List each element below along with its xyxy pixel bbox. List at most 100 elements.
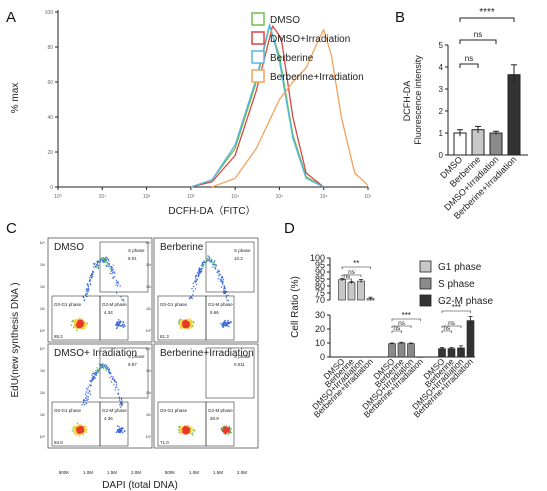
panel-b-sig-bracket-2 [459,17,515,22]
panel-d-legend: G1 phase S phase G2-M phase [419,260,493,307]
panel-c-gate-g2-value-3: 26.9 [210,416,219,421]
panel-d-bar-0-0 [338,279,346,301]
panel-d-sig-bracket-1-0 [391,330,402,333]
panel-c-gate-g1-value-1: 81.3 [160,334,169,339]
panel-c-gate-g1-label-3: G0-G1 phase [160,408,188,413]
panel-c-gate-g2-3 [205,401,235,447]
panel-d-bar-1-2 [407,343,415,358]
panel-c-y-tick-label: 10¹ [40,307,46,311]
panel-d-sig-label-1-1: ns [398,320,406,327]
panel-c-dots-1 [177,255,232,330]
panel-d-x-labels: DMSOBerberineDMSO+IrradiationBerberine+I… [310,356,475,420]
panel-c-gate-g1-label-0: G0-G1 phase [54,302,82,307]
panel-d-y-tick-label: 70 [315,295,325,305]
panel-c-gate-g2-label-3: G2-M phase [208,408,233,413]
panel-b-y-tick-label: 5 [439,41,444,50]
panel-a-x-tick-label: 10⁴ [231,194,239,200]
panel-c-y-tick-label: 10⁰ [40,329,46,333]
panel-c-gate-s-value-1: 10.2 [234,256,243,261]
panel-b-bar-chart: 0 1 2 3 4 5 ns ns **** DMSOBerberineDMSO+Irradi… [402,7,528,221]
panel-b-y-tick-label: 0 [439,151,444,160]
panel-c-y-tick-label: 10¹ [146,413,152,417]
panel-c-y-tick-label: 10² [40,391,46,395]
panel-d-sig-bracket-0-2 [341,266,371,269]
panel-b-sig-label-0: ns [465,54,473,63]
panel-c-x-tick-label: 1.5M [213,470,223,475]
panel-c-x-tick-label: 2.0M [237,470,247,475]
panel-b-bar-1 [471,129,485,156]
panel-d-bar-0-1 [347,282,356,301]
panel-c-gate-s-label-1: S phase [234,248,251,253]
panel-c-subplot-1: 10⁰ 10¹ 10² 10³ 10⁴ Berberine S phase 10.2 G0-G1… [146,237,259,343]
panel-c-dots-2 [71,363,126,437]
panel-c-subplot-title-0: DMSO [54,242,84,253]
panel-b-bar-3 [507,74,521,156]
panel-d-sig-bracket-0-0 [341,278,352,281]
panel-c-gate-g1-value-2: 83.6 [54,440,63,445]
panel-b-y-axis-label-line2: Fluorescence intensity [413,55,423,145]
panel-c-x-ticks: 500K 1.0M 1.5M 2.0M 500K 1.0M 1.5M 2.0M [59,470,248,475]
panel-c-y-tick-label: 10² [40,285,46,289]
panel-d-y-axis-label: Cell Ratio (%) [290,276,301,338]
panel-c-x-tick-label: 2.0M [131,470,141,475]
panel-a-x-axis-label: DCFH-DA（FITC） [168,205,255,217]
panel-a-y-tick-label: 80 [47,45,53,51]
panel-b-sig-label-2: **** [479,7,495,18]
panel-d-y-tick-label: 90 [315,267,325,277]
panel-c-x-tick-label: 500K [165,470,176,475]
panel-a-y-tick-label: 20 [47,150,53,156]
panel-d-y-tick-label: 100 [310,253,325,263]
panel-c-dots-0 [70,256,126,332]
panel-c-y-axis-label: EdU(new synthesis DNA ) [10,282,21,397]
panel-label-c: C [6,220,17,237]
panel-d-y-tick-label: 10 [315,338,325,348]
panel-c-gate-s-value-0: 9.01 [128,256,137,261]
panel-d-sig-label-2-2: *** [452,303,461,312]
panel-a-y-axis-label: % max [10,83,21,114]
panel-c-subplots: 10⁰ 10¹ 10² 10³ 10⁴ DMSO S phase 9.01 G0-G1 phas… [40,237,259,449]
panel-a-y-ticks: 0 20 40 60 80 100 [45,10,58,191]
panel-d-sig-bracket-2-0 [441,330,452,333]
panel-d-y-tick-label: 80 [315,281,325,291]
panel-c-gate-g2-value-2: 4.36 [104,416,113,421]
panel-b-y-axis-label-line1: DCFH-DA [402,81,412,121]
panel-b-bars [453,64,521,156]
panel-b-y-tick-label: 2 [439,107,444,116]
panel-d-bars [338,278,475,358]
panel-d-legend-label-0: G1 phase [438,262,482,273]
panel-a-series [190,23,369,188]
panel-b-sig-bracket-1 [459,39,497,44]
panel-b-y-tick-label: 1 [439,129,444,138]
panel-b-sig-label-1: ns [474,30,482,39]
panel-d-y-tick-label: 0 [320,352,325,362]
panel-d-bar-1-3 [416,356,425,358]
panel-a-legend: DMSO DMSO+Irradiation Berberine Berberine+I… [251,12,364,83]
panel-d-y-tick-label: 95 [315,260,325,270]
panel-b-y-axis-label: DCFH-DA Fluorescence intensity [402,55,423,145]
panel-b-y-ticks: 0 1 2 3 4 5 [439,41,448,160]
panel-label-a: A [6,9,16,26]
panel-c-gate-s-label-3: S phase [234,354,251,359]
panel-a-x-tick-label: 10⁰ [54,194,62,200]
panel-c-flow-cytometry: 10⁰ 10¹ 10² 10³ 10⁴ DMSO S phase 9.01 G0-G1 phas… [10,237,259,491]
panel-c-y-tick-label: 10⁴ [146,241,152,245]
panel-d-legend-label-2: G2-M phase [438,296,493,307]
panel-b-bar-2 [489,132,503,156]
panel-d-y-tick-label: 30 [315,310,325,320]
panel-c-gate-g2-1 [205,295,235,341]
panel-d-sig-label-1-0: ns [393,325,401,332]
panel-c-subplot-title-3: Berberine+Irradiation [160,348,254,359]
panel-d-bar-2-0 [438,348,446,358]
panel-c-y-tick-label: 10¹ [146,307,152,311]
panel-a-series-line-3 [211,28,369,188]
panel-a-legend-label-0: DMSO [270,15,300,26]
panel-c-gate-g1-label-2: G0-G1 phase [54,408,82,413]
panel-label-b: B [395,9,405,26]
panel-a-y-tick-label: 60 [47,80,53,86]
panel-c-y-tick-label: 10¹ [40,413,46,417]
panel-c-y-tick-label: 10⁴ [40,241,46,245]
panel-a-legend-swatch-0 [251,12,265,26]
